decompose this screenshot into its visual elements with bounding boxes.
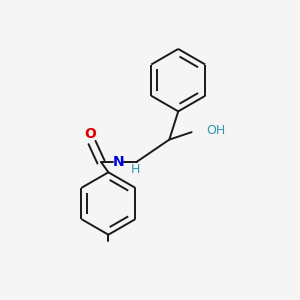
Text: H: H xyxy=(130,163,140,176)
Text: O: O xyxy=(85,127,97,141)
Text: OH: OH xyxy=(206,124,225,137)
Text: N: N xyxy=(113,155,124,169)
